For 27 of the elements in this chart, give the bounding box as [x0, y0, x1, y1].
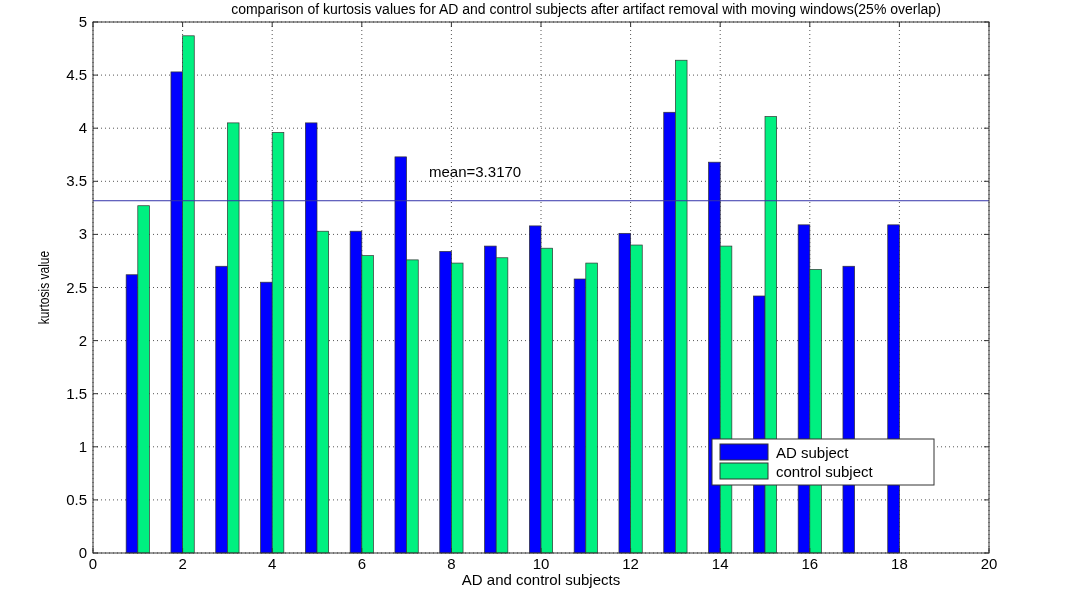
y-tick-label: 1: [78, 437, 87, 455]
y-axis-title: kurtosis value: [35, 250, 53, 325]
legend-label: AD subject: [776, 444, 850, 461]
x-tick-label: 16: [801, 555, 819, 572]
x-tick-label: 2: [178, 555, 187, 572]
y-tick-label: 3: [78, 225, 87, 243]
x-axis-title: AD and control subjects: [461, 571, 621, 588]
x-tick-label: 10: [532, 555, 550, 572]
y-tick-label: 2.5: [66, 278, 87, 296]
y-tick-label: 0.5: [66, 490, 87, 508]
x-tick-label: 14: [711, 555, 729, 572]
y-tick-label: 5: [78, 13, 87, 30]
y-tick-label: 0: [78, 544, 87, 561]
x-tick-label: 12: [622, 555, 639, 572]
x-tick-label: 4: [268, 555, 277, 572]
y-tick-label: 2: [78, 331, 87, 349]
x-tick-label: 20: [980, 555, 998, 572]
y-tick-label: 4.5: [66, 66, 87, 84]
y-tick-label: 3.5: [66, 172, 87, 190]
ref-line-label: mean=3.3170: [429, 162, 522, 180]
y-tick-label: 4: [78, 119, 87, 137]
x-tick-label: 6: [357, 555, 366, 572]
chart-title: comparison of kurtosis values for AD and control subjects after artifact removal with moving windows(25% overlap): [231, 1, 941, 17]
legend-label: control subject: [776, 463, 874, 480]
x-tick-label: 18: [891, 555, 908, 572]
x-tick-label: 8: [447, 555, 456, 572]
y-tick-label: 1.5: [66, 384, 87, 402]
